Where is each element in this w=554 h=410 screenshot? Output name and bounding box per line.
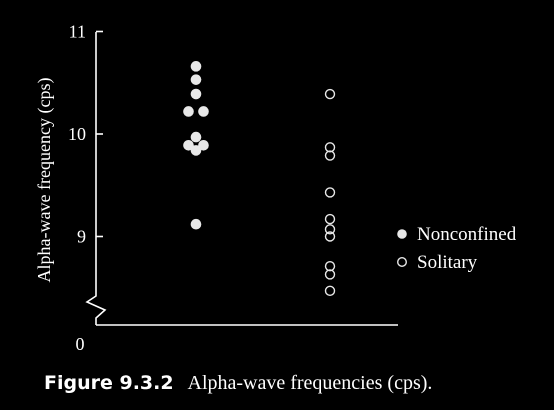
solitary-point-5 xyxy=(324,213,336,225)
y-tick-label-10: 10 xyxy=(68,124,86,144)
solitary-point-10 xyxy=(324,285,336,297)
nonconfined-point-1 xyxy=(190,61,202,72)
solitary-point-7 xyxy=(324,231,336,242)
legend-label-nonconfined: Nonconfined xyxy=(417,224,517,245)
solitary-point-6 xyxy=(324,224,336,235)
y-tick-label-9: 9 xyxy=(77,227,86,247)
nonconfined-point-8 xyxy=(198,139,209,151)
legend-marker-solitary xyxy=(397,257,408,268)
solitary-point-4 xyxy=(324,187,336,198)
solitary-point-9 xyxy=(324,269,336,280)
axis-zero-label: 0 xyxy=(76,334,85,354)
nonconfined-point-3 xyxy=(190,88,202,100)
nonconfined-point-5 xyxy=(198,106,209,117)
legend-marker-nonconfined xyxy=(397,229,407,239)
y-axis-line xyxy=(85,32,107,325)
figure-number: Figure 9.3.2 xyxy=(44,372,174,394)
nonconfined-point-9 xyxy=(190,145,202,156)
nonconfined-point-2 xyxy=(190,74,202,85)
nonconfined-point-7 xyxy=(183,139,194,151)
figure-caption: Figure 9.3.2 Alpha-wave frequencies (cps… xyxy=(44,372,432,395)
legend-label-solitary: Solitary xyxy=(417,252,478,273)
solitary-point-3 xyxy=(324,150,336,161)
y-tick-label-11: 11 xyxy=(69,22,86,42)
nonconfined-point-6 xyxy=(190,131,202,143)
figure-caption-text: Alpha-wave frequencies (cps). xyxy=(187,372,433,394)
y-axis-label: Alpha-wave frequency (cps) xyxy=(34,78,55,283)
solitary-point-8 xyxy=(324,261,336,272)
solitary-point-2 xyxy=(324,142,336,153)
legend: Nonconfined Solitary xyxy=(397,224,517,273)
solitary-point-1 xyxy=(324,88,336,100)
nonconfined-point-4 xyxy=(183,106,194,117)
nonconfined-point-10 xyxy=(190,218,202,230)
